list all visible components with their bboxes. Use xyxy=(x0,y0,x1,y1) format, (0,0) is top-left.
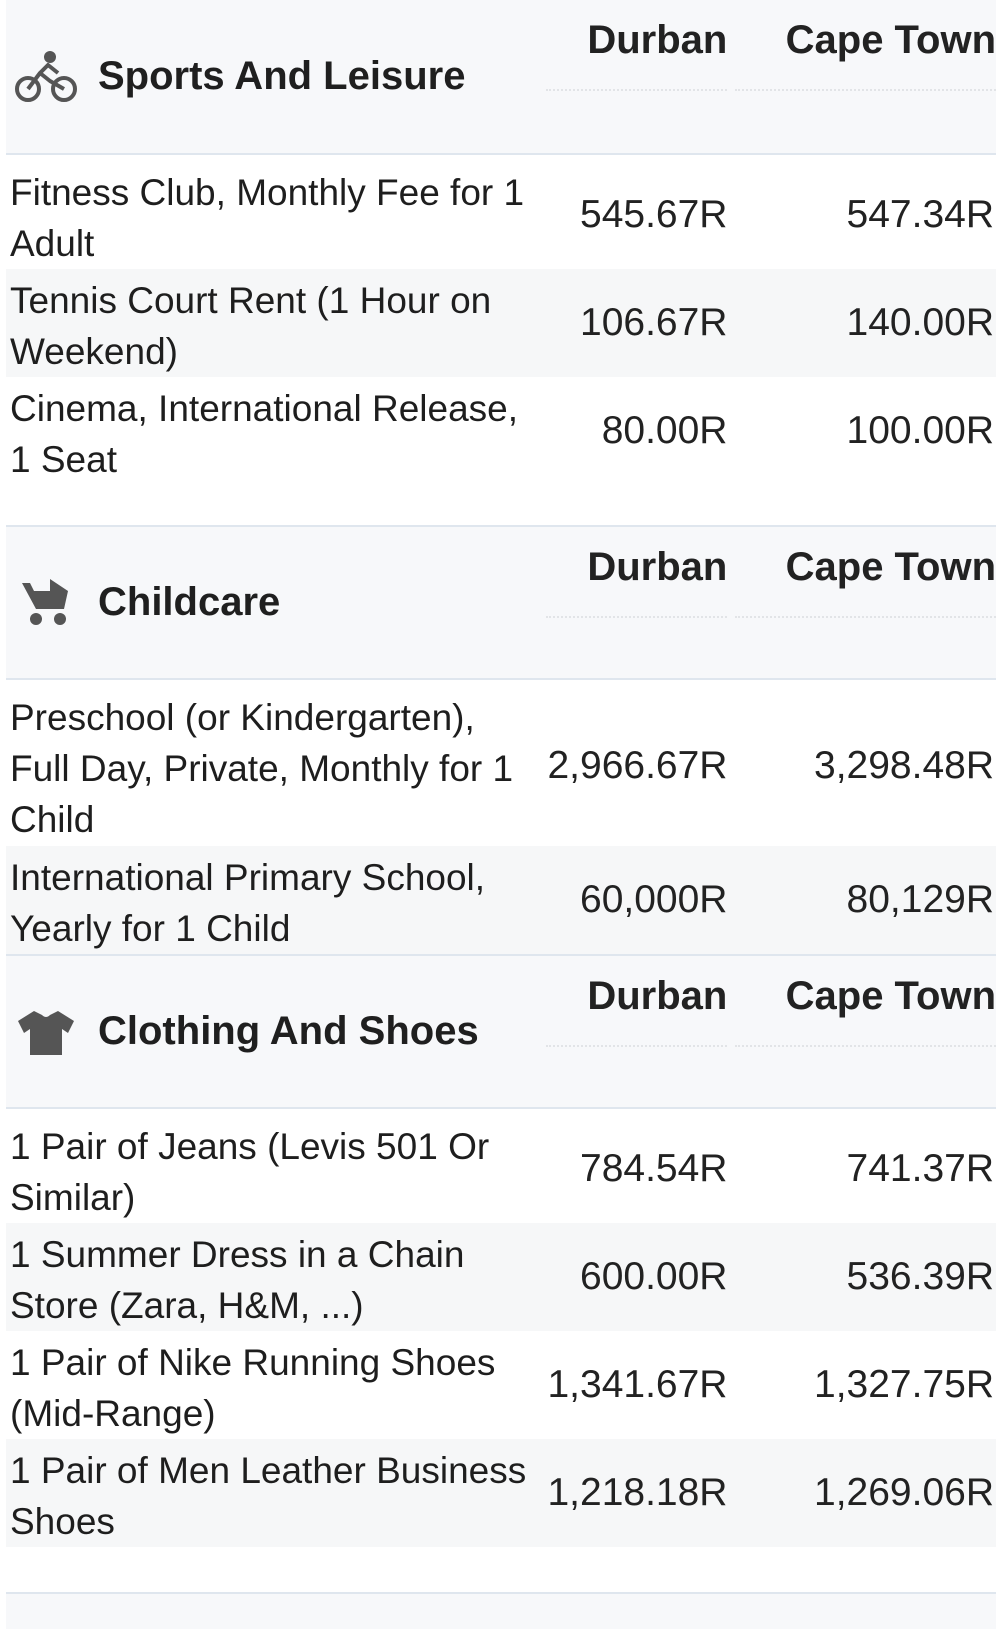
childcare-section: Childcare Durban Cape Town Preschool (or… xyxy=(6,525,996,954)
table-row: Tennis Court Rent (1 Hour on Weekend) 10… xyxy=(6,269,996,377)
sports-leisure-section: Sports And Leisure Durban Cape Town Fitn… xyxy=(6,0,996,485)
stroller-icon xyxy=(12,573,80,633)
cape-town-price: 1,269.06R xyxy=(814,1471,994,1514)
column-header-durban[interactable]: Durban xyxy=(546,956,728,1107)
section-header: Childcare Durban Cape Town xyxy=(6,525,996,680)
tshirt-icon xyxy=(12,1002,80,1062)
next-section-header-edge xyxy=(6,1592,996,1629)
cape-town-price: 741.37R xyxy=(846,1147,994,1190)
row-label: 1 Summer Dress in a Chain Store (Zara, H… xyxy=(10,1234,465,1326)
section-title-cell: Sports And Leisure xyxy=(6,0,538,153)
sort-indicator xyxy=(546,616,728,626)
section-title: Sports And Leisure xyxy=(98,54,466,98)
column-header-cape-town[interactable]: Cape Town xyxy=(735,0,996,153)
row-label: Preschool (or Kindergarten), Full Day, P… xyxy=(10,697,514,840)
durban-price: 80.00R xyxy=(601,409,728,452)
sort-indicator xyxy=(546,1045,728,1055)
cape-town-price: 536.39R xyxy=(846,1255,994,1298)
section-title-cell: Childcare xyxy=(6,527,538,678)
durban-price: 600.00R xyxy=(580,1255,728,1298)
cape-town-price: 547.34R xyxy=(846,193,994,236)
cape-town-price: 100.00R xyxy=(846,409,994,452)
bicycle-icon xyxy=(12,47,80,107)
section-title: Clothing And Shoes xyxy=(98,1009,479,1053)
durban-price: 106.67R xyxy=(580,301,728,344)
column-label: Durban xyxy=(587,545,728,589)
column-header-durban[interactable]: Durban xyxy=(546,527,728,678)
durban-price: 1,341.67R xyxy=(547,1363,728,1406)
section-header: Sports And Leisure Durban Cape Town xyxy=(6,0,996,155)
durban-price: 784.54R xyxy=(580,1147,728,1190)
row-label: Fitness Club, Monthly Fee for 1 Adult xyxy=(10,172,525,264)
table-row: 1 Pair of Men Leather Business Shoes 1,2… xyxy=(6,1439,996,1547)
cape-town-price: 3,298.48R xyxy=(814,744,994,787)
cape-town-price: 80,129R xyxy=(846,878,994,921)
row-label: Tennis Court Rent (1 Hour on Weekend) xyxy=(10,280,492,372)
section-title: Childcare xyxy=(98,580,281,624)
row-label: International Primary School, Yearly for… xyxy=(10,857,486,949)
table-row: 1 Pair of Nike Running Shoes (Mid-Range)… xyxy=(6,1331,996,1439)
table-row: Cinema, International Release, 1 Seat 80… xyxy=(6,377,996,485)
sort-indicator xyxy=(546,89,728,99)
section-title-cell: Clothing And Shoes xyxy=(6,956,538,1107)
cape-town-price: 140.00R xyxy=(846,301,994,344)
column-label: Cape Town xyxy=(785,974,996,1018)
durban-price: 60,000R xyxy=(580,878,728,921)
table-row: 1 Summer Dress in a Chain Store (Zara, H… xyxy=(6,1223,996,1331)
row-label: Cinema, International Release, 1 Seat xyxy=(10,388,519,480)
table-row: 1 Pair of Jeans (Levis 501 Or Similar) 7… xyxy=(6,1115,996,1223)
durban-price: 545.67R xyxy=(580,193,728,236)
durban-price: 1,218.18R xyxy=(547,1471,728,1514)
section-header: Clothing And Shoes Durban Cape Town xyxy=(6,954,996,1109)
column-label: Durban xyxy=(587,18,728,62)
durban-price: 2,966.67R xyxy=(547,744,728,787)
section-spacer xyxy=(6,485,996,525)
sort-indicator xyxy=(735,616,996,626)
column-header-durban[interactable]: Durban xyxy=(546,0,728,153)
row-label: 1 Pair of Men Leather Business Shoes xyxy=(10,1450,527,1542)
column-header-cape-town[interactable]: Cape Town xyxy=(735,956,996,1107)
table-row: International Primary School, Yearly for… xyxy=(6,846,996,954)
row-label: 1 Pair of Nike Running Shoes (Mid-Range) xyxy=(10,1342,496,1434)
sort-indicator xyxy=(735,89,996,99)
sort-indicator xyxy=(735,1045,996,1055)
column-label: Durban xyxy=(587,974,728,1018)
clothing-shoes-section: Clothing And Shoes Durban Cape Town 1 Pa… xyxy=(6,954,996,1547)
column-header-cape-town[interactable]: Cape Town xyxy=(735,527,996,678)
column-label: Cape Town xyxy=(785,545,996,589)
table-row: Fitness Club, Monthly Fee for 1 Adult 54… xyxy=(6,161,996,269)
row-label: 1 Pair of Jeans (Levis 501 Or Similar) xyxy=(10,1126,490,1218)
cape-town-price: 1,327.75R xyxy=(814,1363,994,1406)
table-row: Preschool (or Kindergarten), Full Day, P… xyxy=(6,686,996,846)
column-label: Cape Town xyxy=(785,18,996,62)
